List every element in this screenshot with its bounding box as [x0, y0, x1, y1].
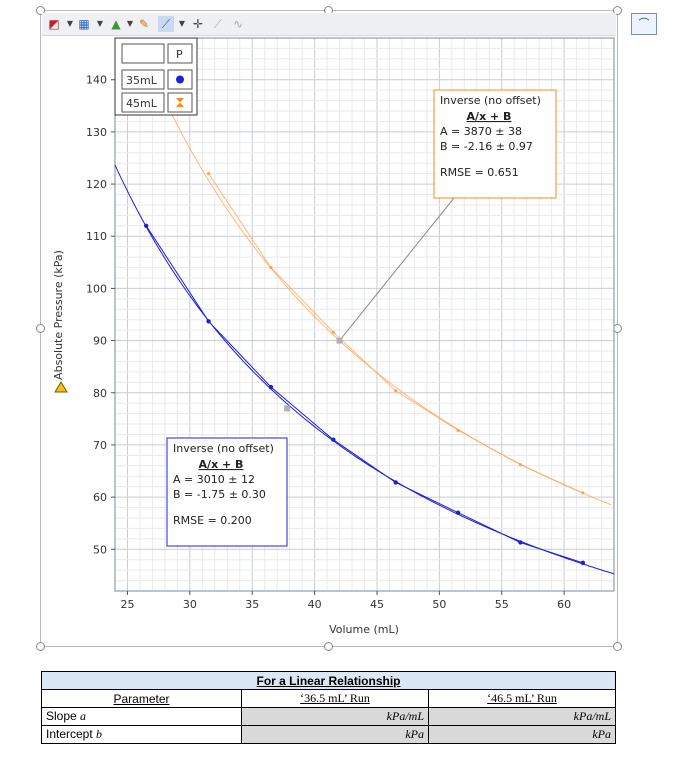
analyze-icon[interactable]: ✎	[138, 17, 150, 31]
x-tick-label: 45	[370, 598, 384, 611]
y-tick-label: 120	[86, 178, 107, 191]
col-header-parameter: Parameter	[41, 689, 242, 708]
annotation-line: B = -1.75 ± 0.30	[173, 488, 266, 501]
resize-handle-br[interactable]	[613, 642, 622, 651]
slope-cell-run-1[interactable]: kPa/mL	[241, 707, 429, 726]
annotation-line: RMSE = 0.651	[440, 166, 519, 179]
col-header-run-1: ‘36.5 mL’ Run	[241, 689, 429, 708]
data-point	[518, 463, 523, 467]
resize-handle-tr[interactable]	[613, 6, 622, 15]
x-tick-label: 35	[245, 598, 259, 611]
data-point	[268, 384, 274, 390]
data-point	[206, 319, 211, 324]
y-tick-label: 90	[93, 335, 107, 348]
slope-cell-run-2[interactable]: kPa/mL	[428, 707, 616, 726]
data-point	[455, 510, 461, 515]
annotation-line: RMSE = 0.200	[173, 514, 252, 527]
lab-icon[interactable]: ⌒	[631, 13, 657, 35]
color-icon[interactable]: ▲	[111, 17, 121, 31]
data-point	[206, 172, 211, 176]
row-label-intercept: Intercept b	[41, 725, 242, 744]
resize-handle-tl[interactable]	[36, 6, 45, 15]
data-series	[143, 172, 586, 566]
annotation-line: A/x + B	[199, 458, 244, 471]
annotation-pointer-mark	[284, 405, 291, 412]
y-tick-label: 50	[93, 543, 107, 556]
data-point	[456, 428, 460, 432]
intercept-cell-run-2[interactable]: kPa	[428, 725, 616, 744]
table-row: Intercept b kPa kPa	[41, 725, 616, 744]
series-line-35ml	[145, 225, 583, 564]
y-tick-label: 80	[93, 387, 107, 400]
dropdown-arrow-icon[interactable]: ▼	[126, 19, 134, 28]
data-point	[581, 491, 585, 495]
x-tick-label: 55	[495, 598, 509, 611]
dropdown-arrow-icon[interactable]: ▼	[66, 19, 74, 28]
examine-icon[interactable]: ✛	[192, 17, 204, 31]
annotation-pointer	[339, 197, 455, 341]
annotation-line: Inverse (no offset)	[173, 442, 274, 455]
x-tick-label: 50	[432, 598, 446, 611]
annotation-box-35ml	[166, 437, 288, 547]
table-title: For a Linear Relationship	[41, 671, 616, 690]
annotation-line: A/x + B	[467, 110, 512, 123]
x-tick-label: 30	[183, 598, 197, 611]
data-point	[393, 480, 398, 485]
x-tick-label: 60	[557, 598, 571, 611]
y-tick-label: 60	[93, 491, 107, 504]
legend-entry-45ml: 45mL	[126, 97, 158, 110]
pressure-volume-chart: 25 30 35 40 45 50 55 60 50 60 70 80 90 100 110 120 130 14…	[52, 37, 615, 636]
fit-curve-35ml	[114, 164, 615, 575]
annotation-line: B = -2.16 ± 0.97	[440, 140, 533, 153]
resize-handle-ml[interactable]	[36, 324, 45, 333]
x-tick-label: 25	[120, 598, 134, 611]
integral-icon[interactable]: ∿	[232, 17, 244, 31]
data-table-icon[interactable]: ▦	[78, 17, 90, 31]
annotation-line: Inverse (no offset)	[440, 94, 541, 107]
legend-entry-35ml: 35mL	[126, 74, 158, 87]
y-tick-label: 110	[86, 230, 107, 243]
x-tick-label: 40	[308, 598, 322, 611]
curve-fit-icon[interactable]: ⟋	[158, 16, 174, 32]
dropdown-arrow-icon[interactable]: ▼	[96, 19, 104, 28]
axis-ticks: 25 30 35 40 45 50 55 60 50 60 70 80 90 100 110 120 130 14…	[86, 74, 571, 611]
legend: P 35mL 45mL	[114, 37, 198, 116]
table-row: Slope a kPa/mL kPa/mL	[41, 707, 616, 726]
data-point	[394, 389, 398, 393]
warning-icon	[54, 381, 68, 393]
data-point	[143, 223, 149, 229]
y-axis-label-group: Absolute Pressure (kPa)	[52, 250, 65, 380]
dropdown-arrow-icon[interactable]: ▼	[178, 19, 186, 28]
y-tick-label: 140	[86, 74, 107, 87]
fit-annotations: Inverse (no offset) A/x + B A = 3870 ± 38 B…	[166, 89, 557, 547]
intercept-cell-run-1[interactable]: kPa	[241, 725, 429, 744]
resize-handle-bl[interactable]	[36, 642, 45, 651]
data-point	[269, 265, 273, 270]
annotation-pointer-mark	[336, 337, 343, 344]
data-point	[331, 330, 335, 334]
graph-toolbar: ◩ ▼ ▦ ▼ ▲ ▼ ✎ ⟋ ▼ ✛ ⟋ ∿	[42, 13, 616, 36]
plot-area-border	[114, 37, 615, 592]
legend-marker-45ml	[176, 98, 184, 107]
graph-options-icon[interactable]: ◩	[48, 17, 60, 31]
data-point	[580, 560, 586, 566]
x-axis-label: Volume (mL)	[329, 623, 399, 636]
annotation-line: A = 3010 ± 12	[173, 473, 255, 486]
data-point	[518, 540, 523, 545]
row-label-slope: Slope a	[41, 707, 242, 726]
y-tick-label: 130	[86, 126, 107, 139]
tangent-icon[interactable]: ⟋	[213, 17, 223, 31]
resize-handle-bc[interactable]	[324, 642, 333, 651]
legend-marker-35ml	[176, 75, 184, 84]
legend-header: P	[176, 48, 183, 61]
data-point	[331, 437, 336, 442]
y-axis-label: Absolute Pressure (kPa)	[52, 250, 65, 380]
annotation-line: A = 3870 ± 38	[440, 125, 522, 138]
col-header-run-2: ‘46.5 mL’ Run	[428, 689, 616, 708]
y-tick-label: 100	[86, 282, 107, 295]
linear-relationship-table: For a Linear Relationship Parameter ‘36.…	[41, 671, 616, 744]
annotation-box-45ml	[433, 89, 557, 199]
y-tick-label: 70	[93, 439, 107, 452]
